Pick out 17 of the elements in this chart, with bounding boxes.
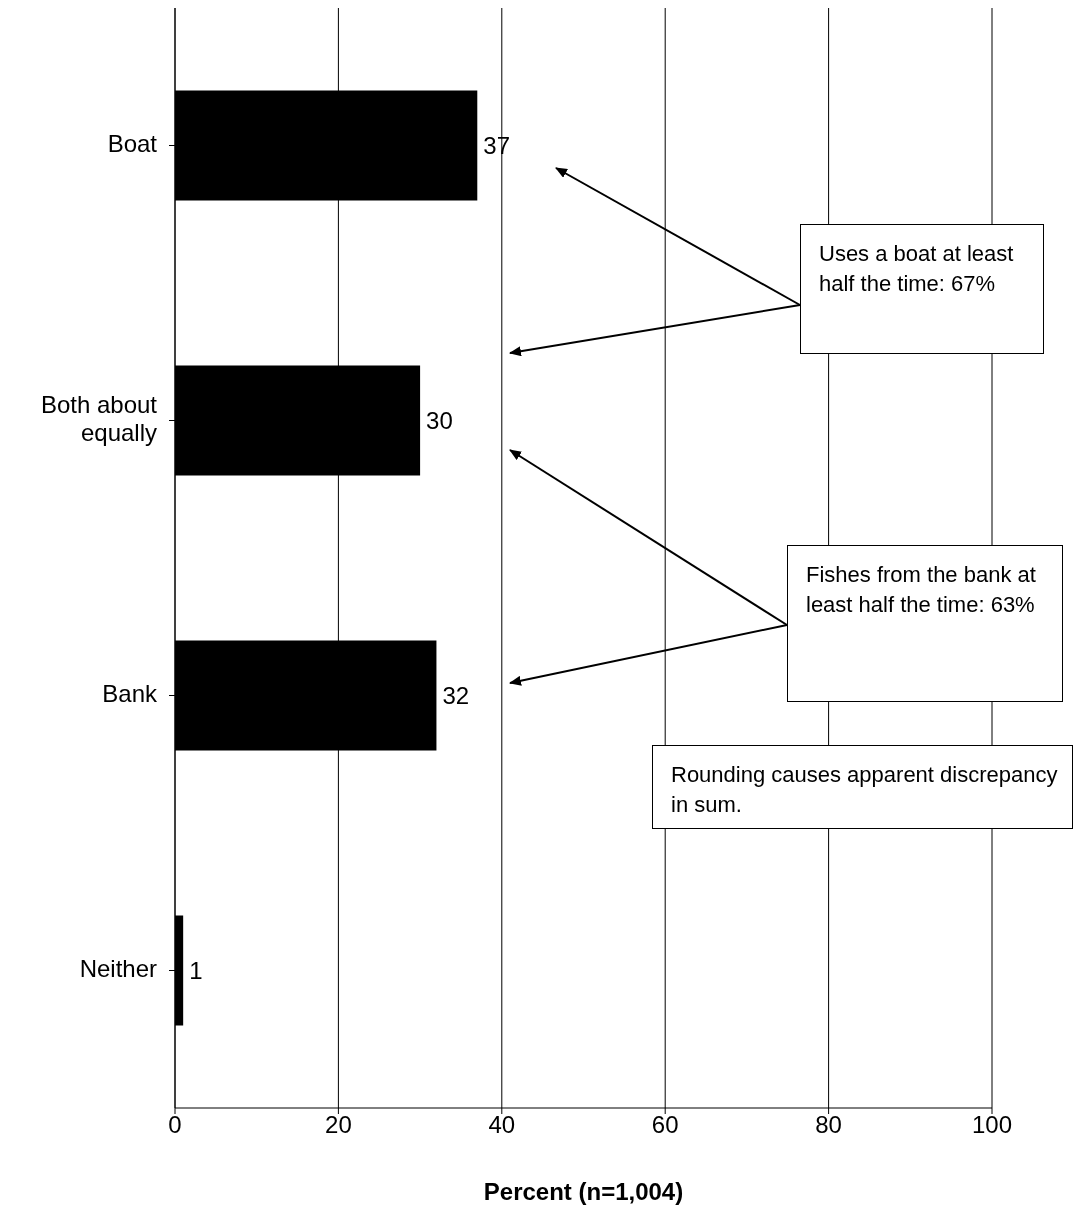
data-label: 30 [426,407,453,435]
note-box: Uses a boat at least half the time: 67% [800,224,1044,354]
x-axis-title: Percent (n=1,004) [483,1178,684,1205]
y-tick-label: Both about equally [40,390,158,446]
x-tick-label: 40 [488,1111,516,1139]
data-label: 1 [189,957,203,985]
x-tick-label: 80 [815,1111,842,1139]
x-tick-label: 100 [971,1111,1013,1139]
x-tick-label: 20 [325,1111,352,1139]
note-box: Rounding causes apparent discrepancy in sum. [652,745,1073,829]
y-tick-label: Boat [107,129,158,157]
data-label: 32 [442,682,470,710]
note-box: Fishes from the bank at least half the time: 63% [787,545,1063,702]
y-tick-label: Neither [79,954,157,982]
y-tick-label: Bank [102,679,158,707]
x-tick-label: 60 [651,1111,679,1139]
x-tick-label: 0 [168,1111,182,1139]
